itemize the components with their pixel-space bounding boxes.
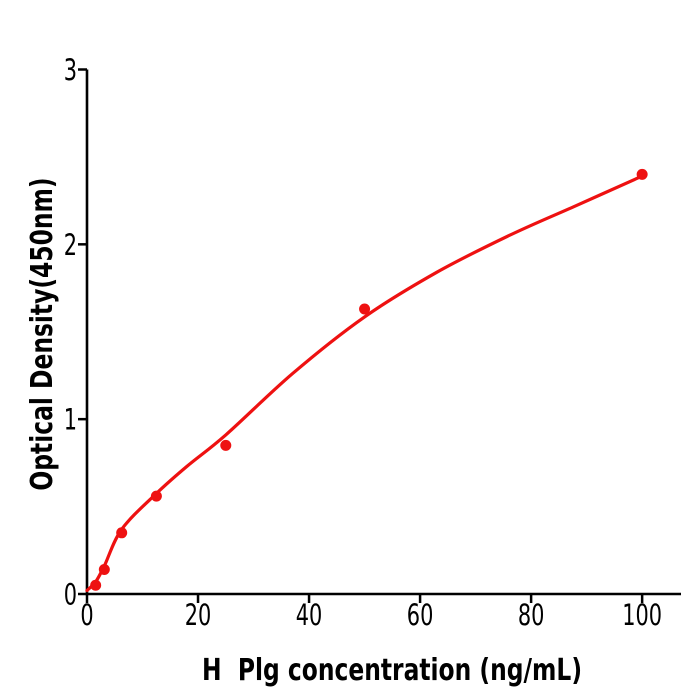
- x-tick-label: 60: [407, 599, 434, 632]
- y-tick-label: 3: [64, 54, 77, 87]
- data-point: [359, 303, 371, 315]
- data-point: [150, 490, 162, 502]
- data-point: [636, 168, 648, 180]
- fit-curve-line: [85, 174, 644, 593]
- x-tick-label: 100: [622, 599, 662, 632]
- y-tick-label: 1: [64, 403, 77, 436]
- chart-generated-layer: 0 20 40 60 80 100 0 1 2 3: [64, 54, 681, 632]
- x-tick-label: 80: [518, 599, 545, 632]
- data-point: [98, 564, 110, 576]
- y-tick-label: 0: [64, 578, 77, 611]
- y-axis-title: Optical Density(450nm): [25, 177, 60, 490]
- y-tick-label: 2: [64, 228, 77, 261]
- x-tick-label: 20: [185, 599, 212, 632]
- data-point: [220, 439, 232, 451]
- data-point: [116, 527, 128, 539]
- x-tick-label: 40: [296, 599, 323, 632]
- x-axis-title: H Plg concentration (ng/mL): [202, 653, 582, 688]
- x-tick-label: 0: [80, 599, 93, 632]
- data-point: [90, 579, 102, 591]
